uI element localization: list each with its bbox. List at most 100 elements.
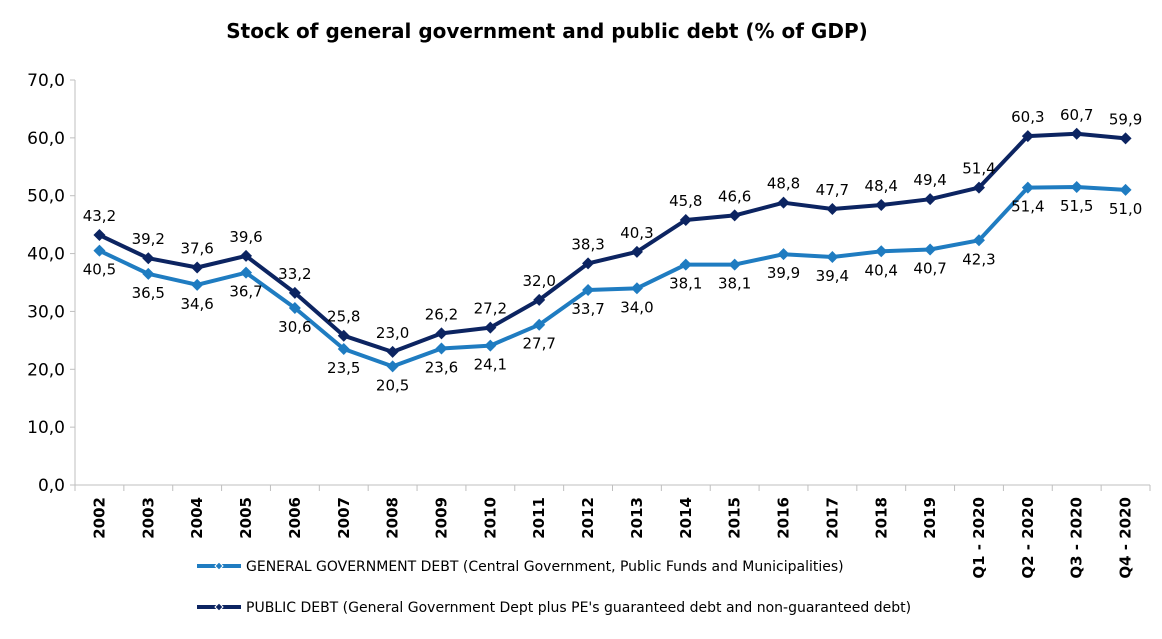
data-label: 34,0 <box>620 298 653 316</box>
x-tick-label: 2013 <box>628 497 646 539</box>
data-point-marker <box>142 252 155 265</box>
data-point-marker <box>728 258 741 271</box>
y-tick-label: 20,0 <box>27 360 65 380</box>
legend-label: PUBLIC DEBT (General Government Dept plu… <box>246 600 911 616</box>
legend-marker-icon <box>214 602 224 612</box>
data-point-marker <box>972 234 985 247</box>
legend[interactable]: GENERAL GOVERNMENT DEBT (Central Governm… <box>197 559 911 616</box>
data-point-marker <box>875 198 888 211</box>
data-point-marker <box>1119 183 1132 196</box>
data-label: 37,6 <box>180 239 213 257</box>
x-tick-label: 2010 <box>481 497 499 539</box>
data-point-marker <box>728 209 741 222</box>
data-label: 34,6 <box>180 295 213 313</box>
legend-item-2[interactable]: PUBLIC DEBT (General Government Dept plu… <box>197 600 911 616</box>
y-tick-label: 0,0 <box>38 476 65 496</box>
data-label: 45,8 <box>669 192 702 210</box>
data-point-marker <box>582 284 595 297</box>
data-label: 40,4 <box>865 261 898 279</box>
data-label: 51,5 <box>1060 197 1093 215</box>
data-label: 43,2 <box>83 207 116 225</box>
x-tick-label: 2008 <box>384 497 402 539</box>
data-point-marker <box>484 339 497 352</box>
axes: 0,0 10,0 20,0 30,0 40,0 50,0 60,0 70,0 2002 2003 2… <box>27 71 1151 579</box>
y-tick-label: 40,0 <box>27 245 65 265</box>
data-point-marker <box>93 244 106 257</box>
data-label: 48,4 <box>865 177 898 195</box>
data-point-marker <box>1021 181 1034 194</box>
x-tick-label: Q1 - 2020 <box>970 497 988 579</box>
data-point-marker <box>191 261 204 274</box>
data-label: 46,6 <box>718 187 751 205</box>
data-label: 40,5 <box>83 261 116 279</box>
data-label: 51,4 <box>1011 198 1044 216</box>
x-tick-label: Q3 - 2020 <box>1068 497 1086 579</box>
data-label: 23,0 <box>376 324 409 342</box>
data-label: 27,2 <box>474 300 507 318</box>
data-label: 51,4 <box>962 160 995 178</box>
data-label: 39,4 <box>816 267 849 285</box>
data-point-marker <box>875 245 888 258</box>
y-tick-label: 50,0 <box>27 187 65 207</box>
legend-marker-icon <box>214 561 224 571</box>
legend-item-1[interactable]: GENERAL GOVERNMENT DEBT (Central Governm… <box>197 559 844 575</box>
series-layer <box>93 127 1132 373</box>
x-tick-label: 2016 <box>775 497 793 539</box>
data-point-marker <box>386 345 399 358</box>
data-point-marker <box>826 203 839 216</box>
data-point-marker <box>435 342 448 355</box>
data-label: 25,8 <box>327 308 360 326</box>
x-tick-label: 2004 <box>188 497 206 539</box>
data-point-marker <box>191 278 204 291</box>
data-point-marker <box>240 249 253 262</box>
data-label: 48,8 <box>767 175 800 193</box>
x-tick-label: 2005 <box>237 497 255 539</box>
x-tick-label: 2018 <box>872 497 890 539</box>
data-label: 33,7 <box>571 300 604 318</box>
y-tick-label: 70,0 <box>27 71 65 91</box>
x-tick-label: 2007 <box>335 497 353 539</box>
data-point-marker <box>777 196 790 209</box>
x-tick-label: 2017 <box>823 497 841 539</box>
data-point-marker <box>533 318 546 331</box>
data-point-marker <box>1119 132 1132 145</box>
data-point-marker <box>337 329 350 342</box>
data-label: 39,6 <box>229 228 262 246</box>
x-tick-label: 2014 <box>677 497 695 539</box>
data-point-marker <box>630 245 643 258</box>
data-point-marker <box>777 248 790 261</box>
data-point-marker <box>1070 127 1083 140</box>
data-label: 59,9 <box>1109 110 1142 128</box>
series-2 <box>93 127 1132 358</box>
x-tick-label: 2009 <box>432 497 450 539</box>
data-label: 36,5 <box>132 284 165 302</box>
data-point-marker <box>533 293 546 306</box>
chart-title: Stock of general government and public d… <box>226 19 868 43</box>
series-1 <box>93 181 1132 373</box>
x-tick-label: Q2 - 2020 <box>1019 497 1037 579</box>
data-point-marker <box>142 267 155 280</box>
x-tick-label: 2006 <box>286 497 304 539</box>
data-label: 60,7 <box>1060 106 1093 124</box>
x-tick-label: 2002 <box>90 497 108 539</box>
data-point-marker <box>288 301 301 314</box>
data-label: 40,7 <box>913 260 946 278</box>
data-point-marker <box>582 257 595 270</box>
data-point-marker <box>337 343 350 356</box>
data-point-marker <box>630 282 643 295</box>
data-label: 40,3 <box>620 224 653 242</box>
data-label: 30,6 <box>278 318 311 336</box>
data-label: 38,3 <box>571 235 604 253</box>
data-point-marker <box>972 181 985 194</box>
y-tick-label: 60,0 <box>27 129 65 149</box>
data-point-marker <box>288 286 301 299</box>
data-point-marker <box>93 229 106 242</box>
data-label: 60,3 <box>1011 108 1044 126</box>
data-label: 39,2 <box>132 230 165 248</box>
data-label: 32,0 <box>523 272 556 290</box>
data-point-marker <box>1070 181 1083 194</box>
data-label: 38,1 <box>718 275 751 293</box>
data-label: 42,3 <box>962 250 995 268</box>
